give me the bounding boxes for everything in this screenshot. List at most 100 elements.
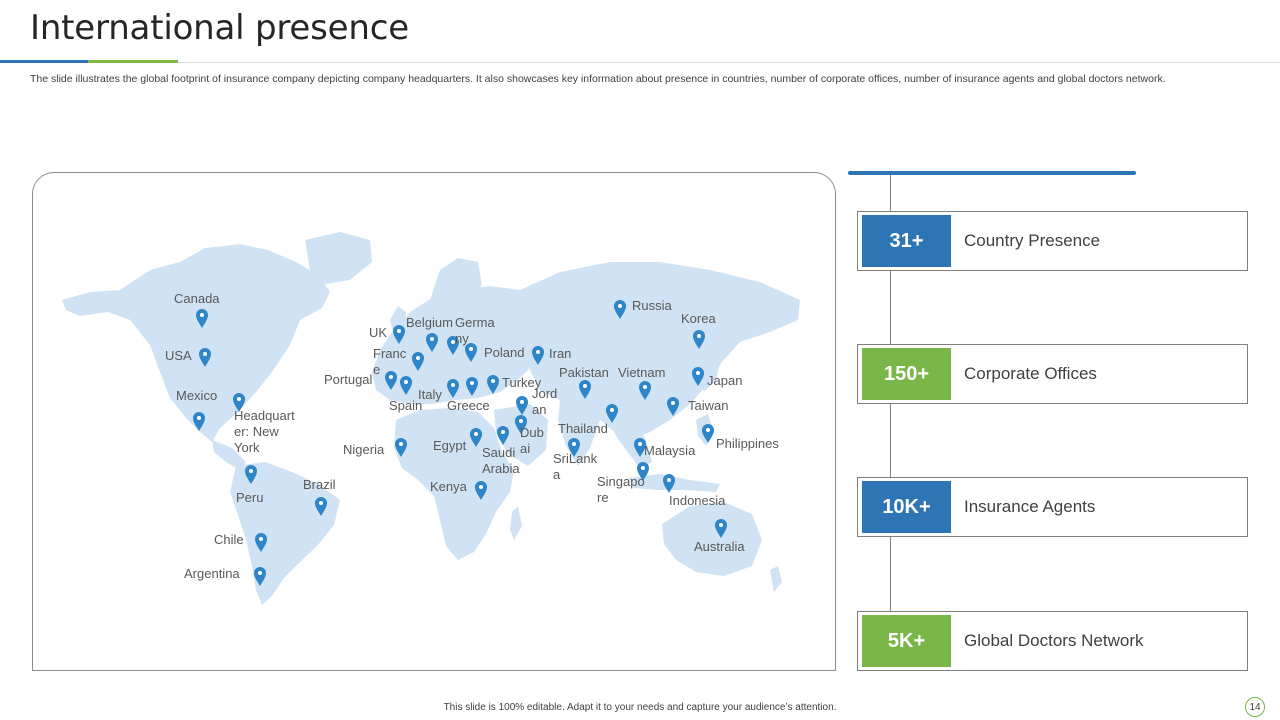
location-label-portugal: Portugal (324, 372, 373, 387)
page-number: 14 (1245, 697, 1265, 717)
location-label-headquarter: Headquart er: New York (234, 408, 295, 455)
stat-value: 10K+ (862, 481, 951, 533)
map-pin-icon (702, 424, 714, 443)
map-pin-icon (395, 438, 407, 457)
location-label-poland: Poland (484, 345, 525, 360)
map-pin-icon (255, 533, 267, 552)
stat-label: Global Doctors Network (964, 631, 1144, 650)
map-pin-icon (412, 352, 424, 371)
location-label-thailand: Thailand (558, 421, 608, 436)
location-label-pakistan: Pakistan (559, 365, 609, 380)
location-label-turkey: Turkey (502, 375, 542, 390)
map-pin-icon (393, 325, 405, 344)
southeast-asia-landmass (610, 418, 652, 468)
map-pin-icon (193, 412, 205, 431)
map-pin-icon (196, 309, 208, 328)
map-pin-icon (465, 343, 477, 362)
location-label-france: Franc e (373, 346, 407, 377)
location-label-chile: Chile (214, 532, 244, 547)
map-pin-icon (532, 346, 544, 365)
stat-value: 31+ (862, 215, 951, 267)
map-pin-icon (639, 381, 651, 400)
location-label-belgium: Belgium (406, 315, 453, 330)
location-label-japan: Japan (707, 373, 743, 388)
stats-connector-line (890, 175, 891, 645)
stat-card-corporate-offices: 150+ Corporate Offices (857, 344, 1248, 404)
central-america-landmass (212, 440, 246, 470)
map-pin-icon (385, 371, 397, 390)
asia-landmass (520, 262, 800, 440)
location-pins (193, 300, 727, 586)
australia-landmass (662, 502, 762, 576)
stat-label: Country Presence (964, 231, 1101, 250)
map-pin-icon (614, 300, 626, 319)
stat-value: 150+ (862, 348, 951, 400)
new-zealand-landmass (770, 566, 782, 592)
map-pin-icon (637, 462, 649, 481)
title-accent-blue (0, 60, 88, 63)
arabia-landmass (494, 404, 548, 466)
map-pin-icon (667, 397, 679, 416)
location-label-australia: Australia (694, 539, 745, 554)
stat-value: 5K+ (862, 615, 951, 667)
footer-note: This slide is 100% editable. Adapt it to… (443, 702, 837, 713)
map-pin-icon (634, 438, 646, 457)
map-pin-icon (426, 333, 438, 352)
location-label-kenya: Kenya (430, 479, 467, 494)
map-pin-icon (568, 438, 580, 457)
slide-title: International presence (30, 8, 409, 48)
location-label-russia: Russia (632, 298, 672, 313)
map-pin-icon (470, 428, 482, 447)
location-label-philippines: Philippines (716, 436, 779, 451)
location-label-indonesia: Indonesia (669, 493, 726, 508)
location-label-italy: Italy (418, 387, 442, 402)
location-label-saudi: Saudi Arabia (482, 445, 520, 476)
stat-label: Insurance Agents (964, 497, 1096, 516)
location-label-singapore: Singapo re (597, 474, 645, 505)
location-label-spain: Spain (389, 398, 423, 413)
location-label-iran: Iran (549, 346, 572, 361)
japan-landmass (700, 340, 722, 392)
location-label-srilanka: SriLank a (553, 451, 598, 482)
map-pin-icon (475, 481, 487, 500)
map-pin-icon (315, 497, 327, 516)
location-label-malaysia: Malaysia (644, 443, 696, 458)
location-label-egypt: Egypt (433, 438, 467, 453)
greenland-landmass (305, 232, 372, 284)
map-pin-icon (447, 336, 459, 355)
map-pin-icon (245, 465, 257, 484)
stat-card-global-doctors-network: 5K+ Global Doctors Network (857, 611, 1248, 671)
madagascar-landmass (510, 506, 522, 540)
location-label-peru: Peru (236, 490, 264, 505)
map-pin-icon (400, 376, 412, 395)
stat-card-insurance-agents: 10K+ Insurance Agents (857, 477, 1248, 537)
map-pin-icon (606, 404, 618, 423)
location-label-korea: Korea (681, 311, 716, 326)
map-pin-icon (254, 567, 266, 586)
location-label-germany: Germa ny (455, 315, 495, 346)
slide-description: The slide illustrates the global footpri… (30, 73, 1166, 85)
map-pin-icon (233, 393, 245, 412)
location-label-nigeria: Nigeria (343, 442, 385, 457)
location-label-dubai: Dub ai (520, 425, 544, 456)
map-pin-icon (447, 379, 459, 398)
location-label-uk: UK (369, 325, 388, 340)
location-label-usa: USA (165, 348, 192, 363)
title-accent-green (88, 60, 178, 63)
location-label-canada: Canada (174, 291, 220, 306)
map-pin-icon (579, 380, 591, 399)
location-label-greece: Greece (447, 398, 490, 413)
location-label-jordan: Jord an (532, 386, 558, 417)
location-label-vietnam: Vietnam (618, 365, 666, 380)
location-label-brazil: Brazil (303, 477, 336, 492)
map-pin-icon (516, 396, 528, 415)
map-pin-icon (515, 415, 527, 434)
title-divider (0, 62, 1280, 63)
map-pin-icon (199, 348, 211, 367)
india-landmass (558, 398, 600, 466)
map-pin-icon (663, 474, 675, 493)
stat-card-country-presence: 31+ Country Presence (857, 211, 1248, 271)
stat-label: Corporate Offices (964, 364, 1097, 383)
scandinavia-landmass (430, 258, 482, 300)
